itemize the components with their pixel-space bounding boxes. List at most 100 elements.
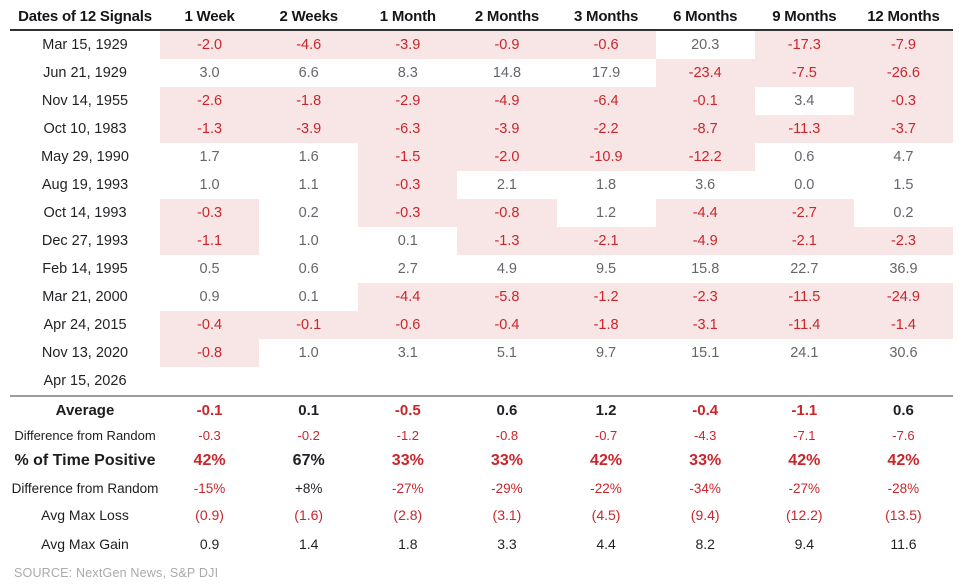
value-cell: 0.6: [794, 149, 815, 165]
summary-value-cell: 33%: [689, 452, 722, 469]
value-cell: -6.4: [556, 87, 656, 115]
summary-value-cell: -1.2: [396, 427, 420, 443]
date-cell: Oct 10, 1983: [43, 121, 127, 137]
summary-row: Difference from Random -15% +8% -27% -29% -22…: [10, 475, 953, 501]
summary-value-cell: 11.6: [890, 535, 917, 552]
value-cell: 15.1: [691, 345, 720, 361]
summary-label: Avg Max Loss: [41, 507, 129, 523]
value-cell: -0.3: [160, 199, 260, 227]
summary-value-cell: -27%: [788, 480, 821, 496]
date-cell: Mar 21, 2000: [42, 289, 128, 305]
value-cell: -0.3: [853, 87, 953, 115]
table-row: Jun 21, 1929 3.0 6.6 8.3 14.8 17.9 -23.4 -7.5 -2…: [10, 59, 953, 87]
value-cell: 9.5: [595, 261, 617, 277]
column-header: 2 Weeks: [279, 8, 339, 25]
summary-value-cell: 33%: [490, 452, 523, 469]
date-cell: Feb 14, 1995: [42, 261, 128, 277]
column-header: 6 Months: [673, 8, 738, 25]
summary-value-cell: -0.5: [394, 401, 421, 419]
summary-value-cell: -0.8: [495, 427, 519, 443]
date-cell: Nov 13, 2020: [41, 345, 129, 361]
summary-value-cell: -1.1: [791, 401, 818, 419]
summary-value-cell: -22%: [590, 480, 622, 496]
value-cell: -2.3: [853, 227, 953, 255]
table-row: Dec 27, 1993 -1.1 1.0 0.1 -1.3 -2.1 -4.9 -2.1 -2…: [10, 227, 953, 255]
dates-column-header: Dates of 12 Signals: [18, 8, 152, 25]
value-cell: 1.1: [298, 177, 319, 193]
value-cell: -8.7: [655, 115, 755, 143]
value-cell: -0.1: [259, 311, 359, 339]
value-cell: -11.4: [754, 311, 854, 339]
value-cell: -17.3: [754, 30, 854, 59]
value-cell: [854, 367, 953, 396]
summary-value-cell: 0.6: [496, 401, 518, 419]
summary-value-cell: -29%: [491, 480, 523, 496]
summary-value-cell: -7.6: [892, 427, 915, 443]
summary-row: % of Time Positive 42% 67% 33% 33% 42% 33% 42% 4…: [10, 447, 953, 475]
value-cell: [358, 367, 457, 396]
value-cell: -0.4: [457, 311, 557, 339]
summary-value-cell: 42%: [193, 452, 226, 469]
summary-value-cell: +8%: [294, 480, 323, 496]
value-cell: -7.5: [754, 59, 854, 87]
summary-value-cell: -0.2: [297, 427, 320, 443]
summary-value-cell: 1.4: [298, 535, 319, 552]
date-cell: Apr 24, 2015: [43, 317, 127, 333]
value-cell: -1.3: [457, 227, 557, 255]
value-cell: -1.4: [853, 311, 953, 339]
value-cell: [755, 367, 854, 396]
summary-value-cell: 42%: [788, 452, 821, 469]
value-cell: -2.1: [754, 227, 854, 255]
table-row: Nov 14, 1955 -2.6 -1.8 -2.9 -4.9 -6.4 -0.1 3.4 -…: [10, 87, 953, 115]
column-header: 9 Months: [772, 8, 837, 25]
table-header: Dates of 12 Signals 1 Week 2 Weeks 1 Month 2…: [10, 4, 953, 30]
table-body: Mar 15, 1929 -2.0 -4.6 -3.9 -0.9 -0.6 20.3 -17.…: [10, 30, 953, 558]
table-row: Apr 15, 2026: [10, 367, 953, 396]
column-header: 1 Week: [184, 8, 235, 25]
value-cell: -3.7: [853, 115, 953, 143]
summary-label: Difference from Random: [11, 480, 159, 496]
summary-value-cell: 0.6: [893, 401, 914, 419]
summary-value-cell: 4.4: [596, 535, 616, 552]
value-cell: -6.3: [358, 115, 458, 143]
summary-value-cell: 3.3: [497, 535, 517, 552]
value-cell: -0.9: [457, 30, 557, 59]
summary-value-cell: 9.4: [794, 535, 815, 552]
summary-row: Avg Max Gain 0.9 1.4 1.8 3.3 4.4 8.2 9.4 11.6: [10, 529, 953, 558]
value-cell: -0.6: [556, 30, 656, 59]
summary-value-cell: (9.4): [690, 507, 720, 523]
value-cell: [656, 367, 755, 396]
value-cell: 0.6: [298, 261, 319, 277]
value-cell: -4.4: [358, 283, 458, 311]
summary-row: Average -0.1 0.1 -0.5 0.6 1.2 -0.4 -1.1 0.6: [10, 396, 953, 423]
value-cell: 4.7: [893, 149, 914, 165]
table-row: Mar 21, 2000 0.9 0.1 -4.4 -5.8 -1.2 -2.3 -11.5-…: [10, 283, 953, 311]
value-cell: -1.2: [556, 283, 656, 311]
summary-value-cell: 67%: [292, 452, 325, 469]
value-cell: -2.1: [556, 227, 656, 255]
value-cell: -0.1: [655, 87, 755, 115]
value-cell: 1.8: [595, 177, 617, 193]
value-cell: 1.6: [298, 149, 319, 165]
value-cell: -0.3: [358, 171, 458, 199]
value-cell: -3.9: [358, 30, 458, 59]
date-cell: Dec 27, 1993: [41, 233, 129, 249]
value-cell: -11.5: [754, 283, 854, 311]
value-cell: 1.7: [199, 149, 220, 165]
value-cell: 22.7: [790, 261, 819, 277]
table-row: Feb 14, 1995 0.5 0.6 2.7 4.9 9.5 15.8 22.7 36.9: [10, 255, 953, 283]
summary-value-cell: -15%: [193, 480, 226, 496]
summary-row: Avg Max Loss (0.9) (1.6) (2.8) (3.1) (4.5) (9.…: [10, 501, 953, 529]
value-cell: 6.6: [298, 65, 319, 81]
summary-label: % of Time Positive: [14, 452, 156, 469]
value-cell: 20.3: [691, 37, 720, 53]
value-cell: -11.3: [754, 115, 854, 143]
value-cell: 1.0: [298, 345, 319, 361]
date-cell: Mar 15, 1929: [42, 37, 128, 53]
table-row: Aug 19, 1993 1.0 1.1 -0.3 2.1 1.8 3.6 0.0 1.5: [10, 171, 953, 199]
value-cell: 4.9: [496, 261, 518, 277]
value-cell: -1.1: [160, 227, 260, 255]
summary-value-cell: (0.9): [195, 507, 224, 523]
value-cell: -1.3: [160, 115, 260, 143]
summary-value-cell: -34%: [689, 480, 721, 496]
